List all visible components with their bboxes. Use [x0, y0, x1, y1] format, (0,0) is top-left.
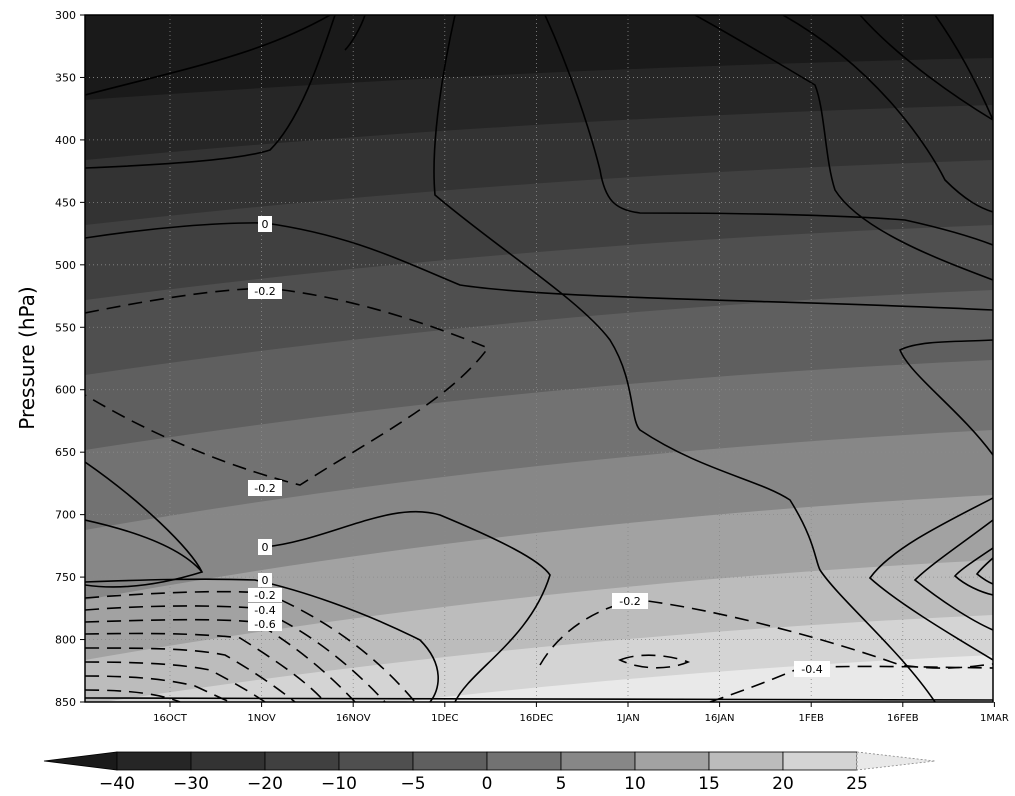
colorbar-label: −40: [99, 774, 135, 794]
colorbar-label: −10: [321, 774, 357, 794]
contour-line-dashed: [85, 618, 356, 702]
contour-label: -0.2: [619, 595, 640, 608]
colorbar-label: 0: [482, 774, 493, 794]
y-tick-label: 700: [55, 509, 76, 522]
contour-line: [934, 15, 993, 121]
contour-label: -0.4: [254, 604, 275, 617]
x-tick-label: 16DEC: [520, 713, 554, 724]
contour-line-dashed: [539, 599, 993, 669]
x-axis: 16OCT 1NOV 16NOV 1DEC 16DEC 1JAN 16JAN 1FEB 16FE…: [153, 702, 1009, 724]
gridlines: [85, 15, 993, 702]
contour-line: [544, 15, 993, 246]
contour-label: -0.2: [254, 482, 275, 495]
x-tick-label: 16NOV: [336, 713, 371, 724]
colorbar-label: −20: [247, 774, 283, 794]
colorbar-triangle-right: [856, 751, 936, 771]
contour-label: 0: [262, 218, 269, 231]
x-tick-label: 1NOV: [247, 713, 276, 724]
x-tick-label: 16FEB: [887, 713, 919, 724]
colorbar-segment: [560, 751, 636, 771]
contour-line: [85, 519, 203, 573]
contour-band: [85, 655, 993, 702]
colorbar-label: −5: [400, 774, 425, 794]
contour-line-dashed: [85, 675, 231, 702]
contour-line: [953, 547, 993, 596]
y-tick-label: 500: [55, 259, 76, 272]
contour-line-dashed: [85, 605, 386, 702]
contour-line: [433, 15, 936, 702]
contour-lines: [85, 15, 993, 702]
y-tick-label: 550: [55, 321, 76, 334]
y-tick-label: 800: [55, 634, 76, 647]
colorbar-segment: [116, 751, 192, 771]
contour-line: [85, 15, 331, 96]
colorbar-segment: [782, 751, 858, 771]
contour-line: [868, 497, 993, 661]
contour-line: [782, 15, 993, 213]
contour-line-dashed: [709, 665, 993, 702]
y-axis: 300 350 400 450 500 550 600 650 700 750 800 850: [55, 9, 85, 709]
plot-frame: [84, 14, 994, 703]
x-tick-label: 16JAN: [705, 713, 735, 724]
colorbar-label: 5: [556, 774, 567, 794]
y-tick-label: 600: [55, 384, 76, 397]
contour-label: -0.6: [254, 618, 275, 631]
colorbar-segment: [486, 751, 562, 771]
contour-label: -0.2: [254, 589, 275, 602]
contour-line-dashed: [85, 647, 296, 702]
colorbar-triangle-left: [43, 751, 118, 771]
contour-line: [344, 15, 366, 51]
colorbar-label: 20: [772, 774, 794, 794]
contour-line: [85, 578, 439, 702]
contour-line: [694, 15, 993, 281]
colorbar-label: −30: [173, 774, 209, 794]
x-tick-label: 1JAN: [616, 713, 639, 724]
contour-line: [85, 222, 993, 311]
y-tick-label: 650: [55, 446, 76, 459]
y-tick-label: 350: [55, 71, 76, 84]
colorbar-segment: [708, 751, 784, 771]
colorbar-segment: [634, 751, 710, 771]
x-tick-label: 1MAR: [980, 713, 1009, 724]
contour-label-group: 0 -0.2 -0.2 0 0 -0.2 -0.4 -0.6 -0.2 -0.4: [248, 216, 830, 677]
colorbar-segment: [190, 751, 266, 771]
contour-line-dashed: [85, 689, 181, 702]
contour-line: [975, 557, 993, 585]
contour-label: -0.2: [254, 285, 275, 298]
contour-line: [859, 15, 993, 121]
contour-line: [264, 510, 551, 702]
contour-label: -0.4: [801, 663, 822, 676]
contour-line: [913, 519, 993, 631]
contour-line: [85, 15, 336, 169]
y-tick-label: 850: [55, 696, 76, 709]
contour-line-dashed: [85, 632, 326, 702]
contour-line: [898, 339, 993, 456]
x-tick-label: 16OCT: [153, 713, 188, 724]
y-axis-label: Pressure (hPa): [15, 286, 39, 429]
contour-label: 0: [262, 541, 269, 554]
contour-line-dashed: [618, 654, 691, 669]
colorbar: −40 −30 −20 −10 −5 0 5 10 15 20 25: [43, 751, 936, 794]
contour-label: 0: [262, 574, 269, 587]
y-tick-label: 750: [55, 571, 76, 584]
colorbar-label: 25: [846, 774, 868, 794]
y-tick-label: 300: [55, 9, 76, 22]
colorbar-segment: [338, 751, 414, 771]
contour-line-dashed: [85, 661, 266, 702]
x-tick-label: 1FEB: [799, 713, 824, 724]
contour-line-dashed: [85, 287, 490, 486]
y-tick-label: 450: [55, 196, 76, 209]
colorbar-segment: [264, 751, 340, 771]
colorbar-segment: [412, 751, 488, 771]
colorbar-label: 10: [624, 774, 646, 794]
y-tick-label: 400: [55, 134, 76, 147]
x-tick-label: 1DEC: [431, 713, 458, 724]
colorbar-label: 15: [698, 774, 720, 794]
